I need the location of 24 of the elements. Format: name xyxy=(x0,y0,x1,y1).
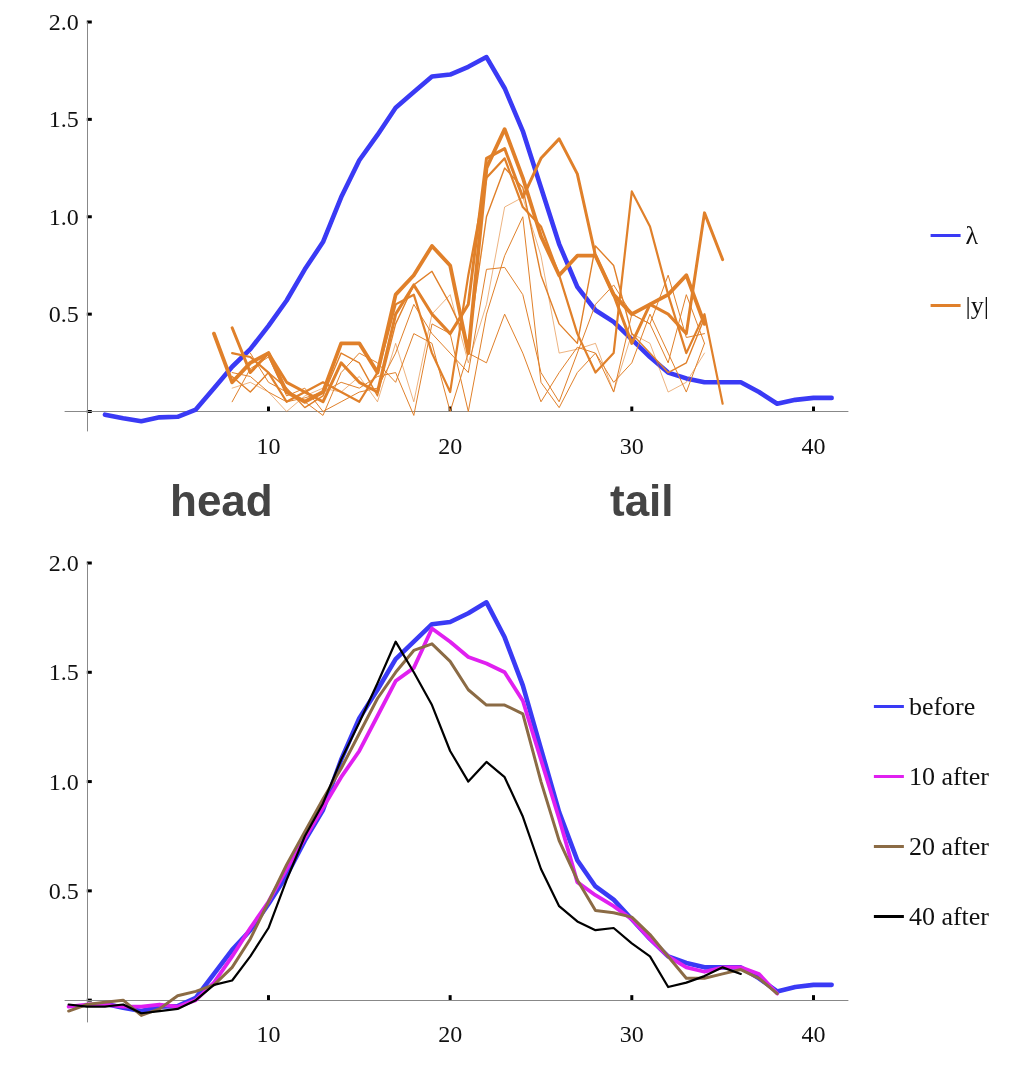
y-tick-label: 1.0 xyxy=(48,768,79,795)
x-tick-label: 30 xyxy=(619,1021,644,1048)
y-tick-label: 2.0 xyxy=(48,550,79,576)
x-tick-label: 10 xyxy=(256,432,281,459)
x-tick-label: 40 xyxy=(801,432,826,459)
y-tick-label: 1.0 xyxy=(48,203,79,230)
x-tick-label: 10 xyxy=(256,1021,281,1048)
y-tick-label: 2.0 xyxy=(48,9,79,35)
text: tail xyxy=(610,475,674,525)
text: head xyxy=(170,475,273,525)
legend-label: 20 after xyxy=(908,832,990,861)
y-tick-label: 1.5 xyxy=(48,106,79,133)
x-tick-label: 20 xyxy=(438,432,463,459)
y-tick-label: 0.5 xyxy=(48,877,79,904)
legend-label: 10 after xyxy=(908,762,990,791)
legend-label: 40 after xyxy=(908,902,990,931)
x-tick-label: 40 xyxy=(801,1021,826,1048)
x-tick-label: 20 xyxy=(438,1021,463,1048)
legend-label: before xyxy=(908,692,976,721)
legend-label: |y| xyxy=(965,291,990,320)
y-tick-label: 0.5 xyxy=(48,301,79,328)
x-tick-label: 30 xyxy=(619,432,644,459)
y-tick-label: 1.5 xyxy=(48,659,79,686)
legend-label: λ xyxy=(965,221,979,250)
